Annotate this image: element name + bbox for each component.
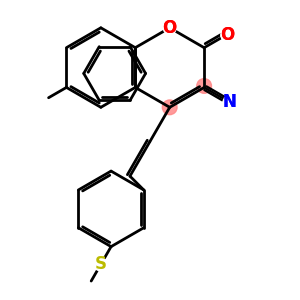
Circle shape <box>221 29 234 42</box>
Text: O: O <box>220 26 234 44</box>
Text: N: N <box>222 93 236 111</box>
Text: S: S <box>95 256 107 274</box>
Circle shape <box>223 96 235 108</box>
Text: O: O <box>163 19 177 37</box>
Circle shape <box>163 21 176 34</box>
Text: O: O <box>163 19 177 37</box>
Circle shape <box>162 100 177 115</box>
Text: O: O <box>220 26 234 44</box>
Circle shape <box>197 79 212 93</box>
Text: N: N <box>222 93 236 111</box>
Circle shape <box>94 258 107 271</box>
